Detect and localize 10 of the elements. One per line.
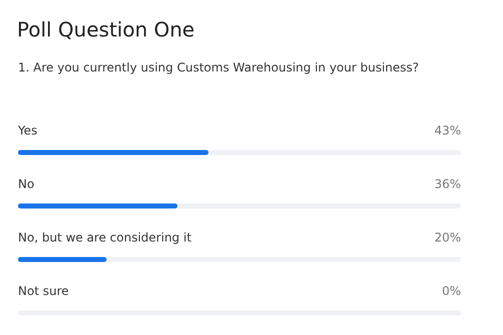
y-tick-label: No, but we are considering it [18, 230, 192, 244]
data-label: 36% [434, 176, 461, 191]
chart-subtitle: 1. Are you currently using Customs Warehousing in your business? [18, 60, 419, 74]
y-tick-label: No [18, 176, 34, 191]
data-label: 43% [434, 123, 461, 138]
y-tick-label: Not sure [18, 284, 69, 298]
data-label: 20% [434, 230, 461, 244]
y-tick-label: Yes [17, 123, 38, 138]
chart-title: Poll Question One [17, 17, 195, 42]
data-label: 0% [442, 284, 461, 298]
